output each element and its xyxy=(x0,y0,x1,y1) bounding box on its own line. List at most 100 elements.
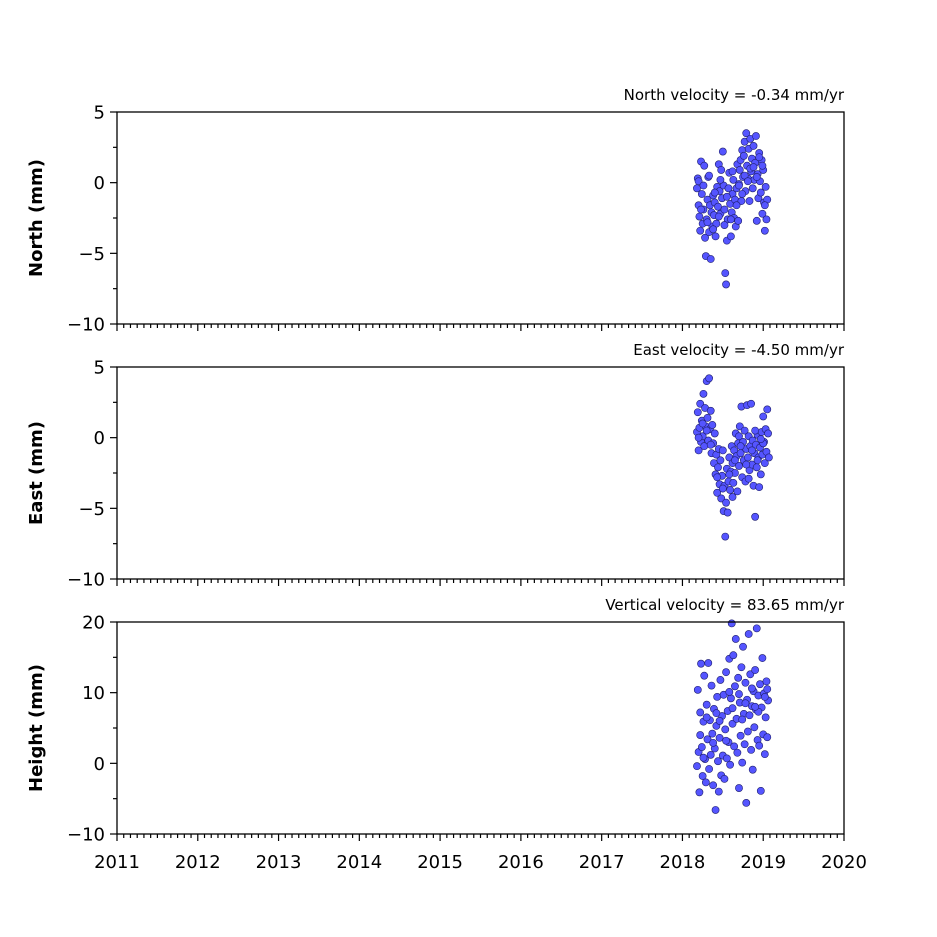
data-point xyxy=(721,269,730,278)
data-point xyxy=(750,723,759,732)
data-point xyxy=(698,419,707,428)
data-point xyxy=(702,426,711,435)
y-axis-label-height: Height (mm) xyxy=(26,664,47,792)
data-point xyxy=(758,654,767,662)
data-point xyxy=(733,487,742,496)
y-tick-label: 5 xyxy=(94,358,105,379)
data-point xyxy=(747,746,756,754)
data-point xyxy=(729,651,738,660)
data-point xyxy=(714,463,722,472)
data-point xyxy=(703,218,712,227)
data-point xyxy=(760,459,769,468)
data-point xyxy=(723,508,732,517)
data-point xyxy=(722,736,730,745)
data-point xyxy=(742,129,751,138)
velocity-label-north: North velocity = -0.34 mm/yr xyxy=(624,86,845,104)
data-point xyxy=(758,161,767,170)
data-point xyxy=(735,462,743,470)
y-tick-label: −5 xyxy=(78,244,105,265)
data-point xyxy=(709,781,718,790)
data-point xyxy=(707,681,716,690)
data-point xyxy=(751,426,760,435)
data-point xyxy=(745,711,754,720)
data-point xyxy=(699,181,708,190)
data-point xyxy=(752,173,761,181)
y-tick-label: 5 xyxy=(94,103,105,124)
data-point xyxy=(728,493,737,501)
data-point xyxy=(726,760,734,769)
data-point xyxy=(748,446,756,455)
data-point xyxy=(759,412,768,421)
data-point xyxy=(734,216,743,225)
data-point xyxy=(741,678,750,687)
data-point xyxy=(694,177,703,186)
data-point xyxy=(703,413,712,422)
data-point xyxy=(748,684,756,693)
data-point xyxy=(722,280,730,289)
data-point xyxy=(749,163,758,172)
data-point xyxy=(760,693,769,701)
data-point xyxy=(699,389,708,398)
data-point xyxy=(716,175,725,184)
data-point xyxy=(747,399,756,408)
data-point xyxy=(706,750,715,759)
data-point xyxy=(720,205,729,214)
data-point xyxy=(753,456,762,465)
data-point xyxy=(697,190,706,198)
data-point xyxy=(722,192,731,201)
x-tick-label: 2018 xyxy=(660,852,706,873)
data-point xyxy=(755,741,764,750)
data-point xyxy=(722,754,731,763)
x-tick-label: 2020 xyxy=(821,852,867,873)
data-point xyxy=(714,202,722,211)
data-point xyxy=(742,460,751,469)
y-tick-label: 10 xyxy=(82,683,105,704)
data-point xyxy=(705,765,713,773)
data-point xyxy=(722,668,730,677)
data-point xyxy=(693,184,701,193)
data-point xyxy=(731,456,739,465)
points-height xyxy=(693,619,772,814)
data-point xyxy=(729,175,738,184)
data-point xyxy=(697,659,705,668)
data-point xyxy=(751,666,760,674)
x-tick-label: 2015 xyxy=(417,852,463,873)
data-point xyxy=(718,484,727,493)
data-point xyxy=(755,483,764,492)
data-point xyxy=(714,787,723,796)
data-point xyxy=(696,708,705,717)
data-point xyxy=(742,799,751,807)
data-point xyxy=(718,446,727,455)
data-point xyxy=(716,456,725,465)
data-point xyxy=(729,478,738,487)
data-point xyxy=(763,405,772,414)
data-point xyxy=(731,635,740,643)
data-point xyxy=(737,663,746,672)
data-point xyxy=(741,699,750,708)
data-point xyxy=(739,151,748,160)
data-point xyxy=(695,788,704,797)
data-point xyxy=(705,171,713,180)
data-point xyxy=(764,429,772,438)
data-point xyxy=(761,183,770,191)
data-point xyxy=(751,512,760,521)
data-point xyxy=(748,184,757,193)
data-point xyxy=(743,727,752,736)
data-point xyxy=(752,624,761,633)
data-point xyxy=(701,778,710,787)
data-point xyxy=(720,774,729,783)
data-point xyxy=(708,421,717,429)
data-point xyxy=(727,619,736,628)
data-point xyxy=(720,221,729,229)
data-point xyxy=(740,426,749,435)
data-point xyxy=(730,742,739,751)
data-point xyxy=(710,188,719,197)
data-point xyxy=(738,758,747,767)
y-tick-label: 20 xyxy=(82,613,105,634)
data-point xyxy=(732,201,741,210)
x-tick-label: 2014 xyxy=(336,852,382,873)
data-point xyxy=(713,693,722,701)
data-point xyxy=(763,685,772,694)
